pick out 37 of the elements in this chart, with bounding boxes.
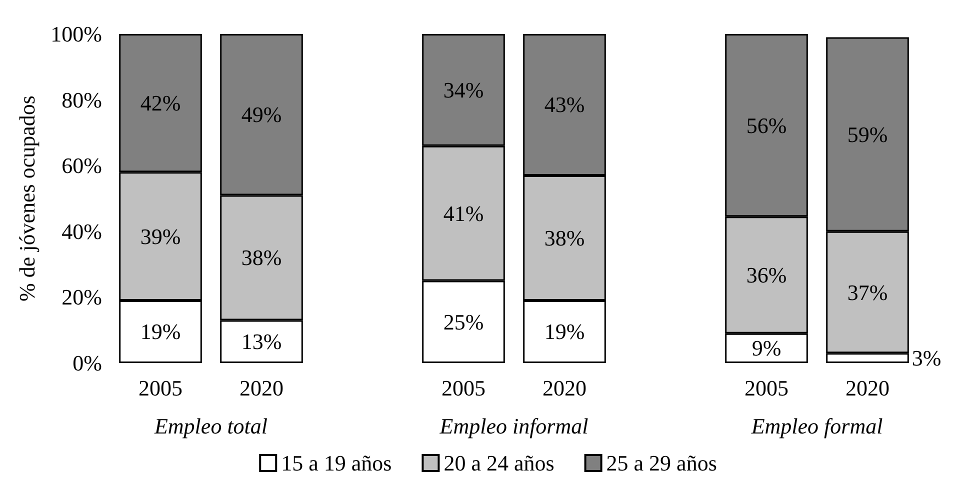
data-label: 13% [241, 329, 282, 354]
y-tick-label: 100% [50, 22, 102, 46]
y-tick-label: 40% [62, 218, 102, 244]
y-tick-label: 20% [62, 284, 102, 310]
data-label: 9% [752, 336, 782, 361]
data-label: 43% [544, 92, 585, 118]
data-label: 19% [140, 319, 181, 344]
data-label: 59% [847, 122, 888, 147]
y-tick-label: 80% [62, 87, 102, 112]
x-tick-label: 2005 [138, 376, 182, 400]
data-label: 42% [140, 90, 181, 116]
data-label: 38% [241, 245, 282, 270]
data-label: 36% [746, 262, 787, 288]
y-tick-label: 0% [72, 350, 102, 376]
text: Empleo total [153, 414, 268, 438]
data-label: 41% [443, 200, 484, 226]
data-label: 39% [140, 224, 181, 249]
x-tick-label: 2005 [744, 376, 788, 400]
data-label: 37% [847, 280, 888, 305]
y-axis-title: % de jóvenes ocupados [14, 96, 40, 302]
x-tick-label: 2020 [542, 376, 586, 400]
x-tick-label: 2005 [442, 376, 486, 400]
data-label: 49% [241, 102, 282, 128]
data-label: 38% [544, 225, 585, 250]
text: Empleo informal [438, 414, 588, 438]
x-tick-label: 2020 [240, 376, 284, 400]
data-label: 25% [443, 309, 484, 334]
data-label: 56% [746, 112, 787, 138]
y-tick-label: 60% [62, 153, 102, 178]
legend-label: 15 a 19 años [281, 450, 392, 476]
legend-label: 20 a 24 años [444, 450, 554, 476]
data-label: 19% [544, 319, 585, 344]
legend-label: 25 a 29 años [606, 450, 717, 476]
data-label: 34% [443, 77, 484, 102]
data-label: 3% [912, 346, 942, 371]
text: Empleo formal [750, 414, 883, 438]
x-tick-label: 2020 [846, 376, 890, 400]
